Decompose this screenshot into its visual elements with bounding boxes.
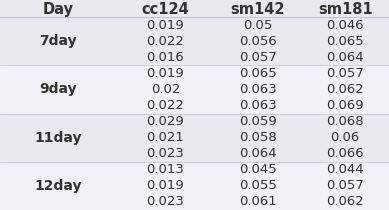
Text: 0.068: 0.068: [326, 115, 364, 128]
Text: 0.062: 0.062: [326, 195, 364, 208]
Text: 0.064: 0.064: [239, 147, 277, 160]
Text: 0.013: 0.013: [146, 163, 184, 176]
Text: 0.059: 0.059: [239, 115, 277, 128]
Text: 0.019: 0.019: [146, 19, 184, 32]
Text: 11day: 11day: [35, 131, 82, 144]
Text: 0.019: 0.019: [146, 67, 184, 80]
Text: 0.019: 0.019: [146, 179, 184, 192]
Bar: [0, 114, 389, 162]
Text: Day: Day: [43, 2, 74, 17]
Text: 0.022: 0.022: [146, 99, 184, 112]
Text: 0.046: 0.046: [326, 19, 364, 32]
Text: 0.056: 0.056: [239, 35, 277, 48]
Text: cc124: cc124: [142, 2, 189, 17]
Text: 0.029: 0.029: [146, 115, 184, 128]
Text: 0.063: 0.063: [239, 99, 277, 112]
Text: 0.021: 0.021: [146, 131, 184, 144]
Text: 0.06: 0.06: [331, 131, 360, 144]
Text: 7day: 7day: [40, 34, 77, 48]
Text: sm142: sm142: [230, 2, 285, 17]
Text: 0.062: 0.062: [326, 83, 364, 96]
Bar: [0, 66, 389, 114]
Text: 0.023: 0.023: [146, 195, 184, 208]
Bar: [0, 17, 389, 66]
Text: sm181: sm181: [318, 2, 373, 17]
Text: 0.045: 0.045: [239, 163, 277, 176]
Text: 0.063: 0.063: [239, 83, 277, 96]
Text: 0.016: 0.016: [146, 51, 184, 64]
Text: 0.057: 0.057: [326, 67, 364, 80]
Bar: [0, 162, 389, 210]
Text: 0.057: 0.057: [239, 51, 277, 64]
Text: 0.05: 0.05: [243, 19, 272, 32]
Text: 0.064: 0.064: [326, 51, 364, 64]
Text: 0.022: 0.022: [146, 35, 184, 48]
Text: 0.061: 0.061: [239, 195, 277, 208]
Text: 0.02: 0.02: [151, 83, 180, 96]
Text: 0.058: 0.058: [239, 131, 277, 144]
Text: 0.055: 0.055: [239, 179, 277, 192]
Text: 12day: 12day: [35, 179, 82, 193]
Text: 0.057: 0.057: [326, 179, 364, 192]
Text: 0.066: 0.066: [326, 147, 364, 160]
Text: 0.044: 0.044: [326, 163, 364, 176]
Text: 9day: 9day: [40, 83, 77, 96]
Text: 0.069: 0.069: [326, 99, 364, 112]
Bar: [0, 1, 389, 17]
Text: 0.023: 0.023: [146, 147, 184, 160]
Text: 0.065: 0.065: [326, 35, 364, 48]
Text: 0.065: 0.065: [239, 67, 277, 80]
